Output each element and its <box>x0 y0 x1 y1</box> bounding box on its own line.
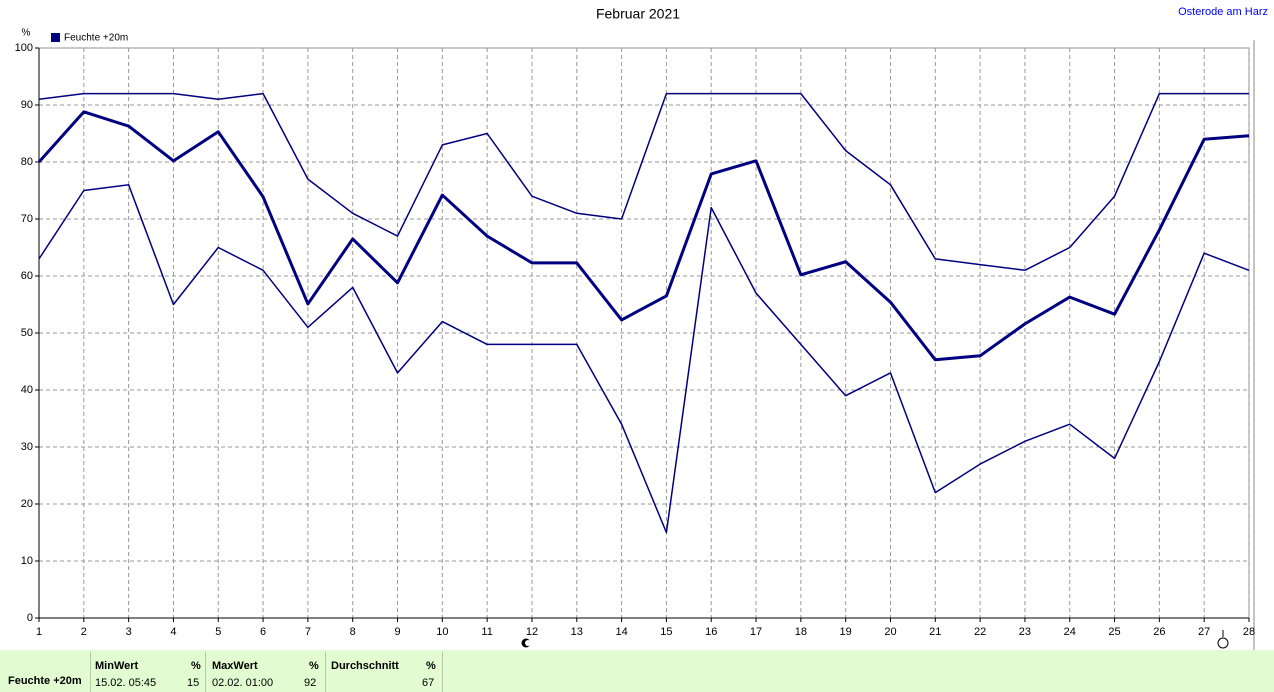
x-tick-label: 5 <box>215 626 221 638</box>
time: 02.02. 01:00 <box>212 677 274 689</box>
y-unit: % <box>22 28 31 39</box>
x-tick-label: 4 <box>170 626 176 638</box>
y-tick-label: 10 <box>21 555 33 567</box>
y-tick-label: 80 <box>21 156 33 168</box>
x-tick-label: 26 <box>1153 626 1165 638</box>
x-tick-label: 17 <box>750 626 762 638</box>
y-tick-label: 90 <box>21 99 33 111</box>
unit: % <box>426 660 436 672</box>
header: MaxWert <box>212 660 258 672</box>
unit: % <box>309 660 319 672</box>
chart: Februar 2021 Osterode am Harz % 0 10 20 30 4… <box>15 6 1268 650</box>
moon-icon <box>1217 637 1229 649</box>
data-line <box>38 184 1250 534</box>
x-tick-label: 27 <box>1198 626 1210 638</box>
data-line <box>37 110 1250 362</box>
x-tick-label: 11 <box>481 626 492 638</box>
stats-panel: Feuchte +20m MinWert % 15.02. 05:45 15 M… <box>0 650 1274 692</box>
x-tick-label: 8 <box>350 626 356 638</box>
value: 15 <box>187 677 200 689</box>
y-tick-label: 20 <box>21 498 33 510</box>
header: Durchschnitt <box>331 660 399 672</box>
stats-cell: MaxWert % 02.02. 01:00 92 <box>205 652 326 692</box>
x-tick-label: 20 <box>884 626 896 638</box>
x-tick-label: 24 <box>1064 626 1076 638</box>
row-label: Feuchte +20m <box>8 675 82 687</box>
x-tick-label: 19 <box>840 626 852 638</box>
legend-swatch <box>51 33 60 42</box>
x-tick-label: 22 <box>974 626 986 638</box>
y-tick-label: 100 <box>15 42 33 54</box>
x-tick-label: 21 <box>929 626 941 638</box>
y-tick-label: 40 <box>21 384 33 396</box>
x-tick-label: 1 <box>36 626 42 638</box>
location-link[interactable]: Osterode am Harz <box>1178 6 1268 18</box>
x-tick-label: 23 <box>1019 626 1031 638</box>
x-tick-label: 9 <box>394 626 400 638</box>
y-tick-label: 30 <box>21 441 33 453</box>
x-tick-label: 16 <box>705 626 717 638</box>
x-tick-label: 18 <box>795 626 807 638</box>
y-tick-label: 60 <box>21 270 33 282</box>
value: 67 <box>422 677 435 689</box>
header: MinWert <box>95 660 139 672</box>
x-tick-label: 2 <box>81 626 87 638</box>
stats-cell: MinWert % 15.02. 05:45 15 <box>90 652 206 692</box>
chart-title: Februar 2021 <box>596 6 680 22</box>
y-tick-label: 0 <box>27 612 33 624</box>
x-tick-label: 12 <box>526 626 538 638</box>
x-tick-label: 14 <box>615 626 627 638</box>
legend-label: Feuchte +20m <box>64 33 128 44</box>
y-tick-label: 50 <box>21 327 33 339</box>
x-tick-label: 7 <box>305 626 311 638</box>
x-tick-label: 6 <box>260 626 266 638</box>
stats-cell: Durchschnitt % 67 <box>325 652 443 692</box>
x-tick-label: 10 <box>436 626 448 638</box>
y-tick-label: 70 <box>21 213 33 225</box>
moon-icon <box>525 640 531 646</box>
data-line <box>38 92 1249 272</box>
x-tick-label: 28 <box>1243 626 1255 638</box>
unit: % <box>191 660 201 672</box>
x-tick-label: 3 <box>126 626 132 638</box>
x-tick-label: 25 <box>1108 626 1120 638</box>
time: 15.02. 05:45 <box>95 677 157 689</box>
x-tick-label: 13 <box>571 626 583 638</box>
value: 92 <box>304 677 317 689</box>
x-tick-label: 15 <box>660 626 672 638</box>
